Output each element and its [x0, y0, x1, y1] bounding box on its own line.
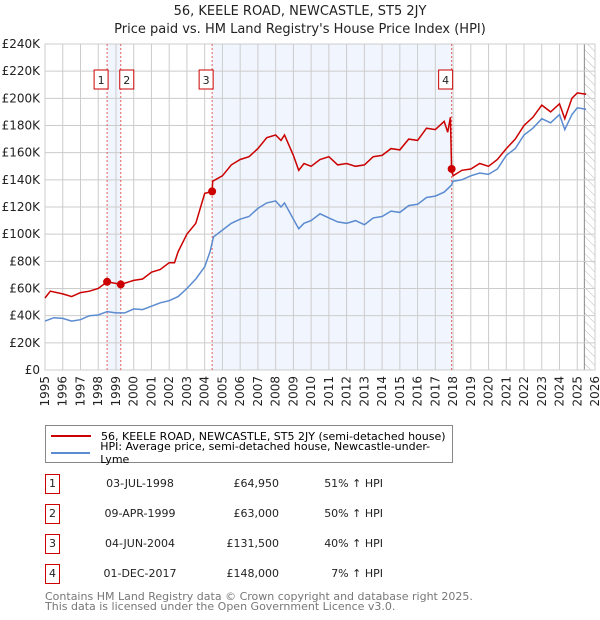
x-tick-label: 2023 — [535, 376, 549, 407]
x-tick-label: 2006 — [233, 376, 247, 407]
x-tick-label: 1999 — [109, 376, 123, 407]
sale-point — [447, 164, 456, 173]
legend: 56, KEELE ROAD, NEWCASTLE, ST5 2JY (semi… — [45, 425, 453, 466]
x-tick-label: 2012 — [340, 376, 354, 407]
sale-number: 3 — [45, 534, 60, 554]
y-tick-label: £80K — [9, 254, 41, 268]
x-tick-label: 2019 — [464, 376, 478, 407]
x-tick-label: 2009 — [286, 376, 300, 407]
footer-copyright: Contains HM Land Registry data © Crown c… — [45, 590, 473, 603]
sale-date: 04-JUN-2004 — [104, 537, 176, 550]
sale-number: 1 — [45, 474, 60, 494]
x-tick-label: 2021 — [499, 376, 513, 407]
sale-price: £64,950 — [233, 477, 280, 490]
x-tick-label: 2001 — [144, 376, 158, 407]
sale-label-box — [119, 69, 135, 90]
sale-date: 03-JUL-1998 — [106, 477, 174, 490]
table-row: 1 03-JUL-1998 £64,950 51% ↑ HPI — [45, 474, 465, 494]
x-tick-label: 2010 — [304, 376, 318, 407]
sale-date: 09-APR-1999 — [104, 507, 176, 520]
legend-item-property: 56, KEELE ROAD, NEWCASTLE, ST5 2JY (semi… — [46, 428, 446, 444]
x-tick-label: 2004 — [198, 376, 212, 407]
sale-number: 2 — [45, 504, 60, 524]
legend-swatch-red — [51, 435, 91, 437]
sale-point — [103, 277, 112, 286]
y-tick-label: £100K — [2, 227, 42, 241]
sale-label: 2 — [123, 74, 130, 87]
legend-label: HPI: Average price, semi-detached house,… — [100, 440, 431, 466]
y-tick-label: £240K — [2, 37, 42, 51]
footer-licence: This data is licensed under the Open Gov… — [45, 600, 396, 613]
sale-label: 4 — [442, 74, 449, 87]
x-tick-label: 2016 — [411, 376, 425, 407]
sale-label: 3 — [203, 74, 210, 87]
sale-label-box — [93, 69, 109, 90]
sale-hpi-diff: 40% ↑ HPI — [324, 537, 383, 550]
sale-label-box — [438, 69, 454, 90]
x-tick-label: 2026 — [588, 376, 600, 407]
sale-price: £131,500 — [226, 537, 280, 550]
x-tick-label: 1995 — [38, 376, 52, 407]
sale-point — [208, 187, 217, 196]
x-tick-label: 2025 — [570, 376, 584, 407]
legend-swatch-blue — [51, 452, 91, 454]
x-tick-label: 2013 — [357, 376, 371, 407]
table-row: 4 01-DEC-2017 £148,000 7% ↑ HPI — [45, 564, 465, 584]
sale-hpi-diff: 51% ↑ HPI — [324, 477, 383, 490]
x-tick-label: 2015 — [393, 376, 407, 407]
x-tick-label: 2024 — [553, 376, 567, 407]
x-tick-label: 2022 — [517, 376, 531, 407]
y-tick-label: £180K — [2, 119, 42, 133]
x-tick-label: 2007 — [251, 376, 265, 407]
table-row: 2 09-APR-1999 £63,000 50% ↑ HPI — [45, 504, 465, 524]
sale-label: 1 — [98, 74, 105, 87]
sale-point — [116, 280, 125, 289]
sale-label-box — [198, 69, 214, 90]
x-tick-label: 2014 — [375, 376, 389, 407]
sale-price: £148,000 — [226, 567, 280, 580]
y-tick-label: £160K — [2, 146, 42, 160]
legend-item-hpi: HPI: Average price, semi-detached house,… — [46, 440, 452, 466]
y-tick-label: £140K — [2, 173, 42, 187]
legend-label: 56, KEELE ROAD, NEWCASTLE, ST5 2JY (semi… — [101, 429, 446, 443]
x-tick-label: 2000 — [127, 376, 141, 407]
x-tick-label: 2005 — [215, 376, 229, 407]
y-tick-label: £20K — [9, 336, 41, 350]
x-tick-label: 2020 — [482, 376, 496, 407]
sale-hpi-diff: 50% ↑ HPI — [324, 507, 383, 520]
y-tick-label: £40K — [9, 309, 41, 323]
y-tick-label: £60K — [9, 282, 41, 296]
table-row: 3 04-JUN-2004 £131,500 40% ↑ HPI — [45, 534, 465, 554]
sale-price: £63,000 — [233, 507, 280, 520]
series-line — [44, 92, 587, 299]
y-tick-label: £0 — [25, 363, 40, 377]
line-chart: £0 £20K £40K £60K £80K £100K £120K £140K £160K £1… — [2, 37, 600, 407]
x-tick-label: 1997 — [73, 376, 87, 407]
sale-number: 4 — [45, 564, 60, 584]
sale-date: 01-DEC-2017 — [103, 567, 177, 580]
chart-subtitle: Price paid vs. HM Land Registry's House … — [114, 22, 486, 37]
x-tick-label: 2002 — [162, 376, 176, 407]
y-tick-label: £120K — [2, 200, 42, 214]
x-tick-label: 2017 — [428, 376, 442, 407]
x-tick-label: 2003 — [180, 376, 194, 407]
sale-hpi-diff: 7% ↑ HPI — [331, 567, 383, 580]
y-tick-label: £200K — [2, 91, 42, 105]
x-tick-label: 2008 — [269, 376, 283, 407]
series-line — [44, 106, 587, 322]
x-tick-label: 2011 — [322, 376, 336, 407]
x-tick-label: 1998 — [91, 376, 105, 407]
plot-border — [44, 43, 596, 371]
x-tick-label: 1996 — [56, 376, 70, 407]
chart-title: 56, KEELE ROAD, NEWCASTLE, ST5 2JY — [173, 4, 427, 19]
y-tick-label: £220K — [2, 64, 42, 78]
x-tick-label: 2018 — [446, 376, 460, 407]
